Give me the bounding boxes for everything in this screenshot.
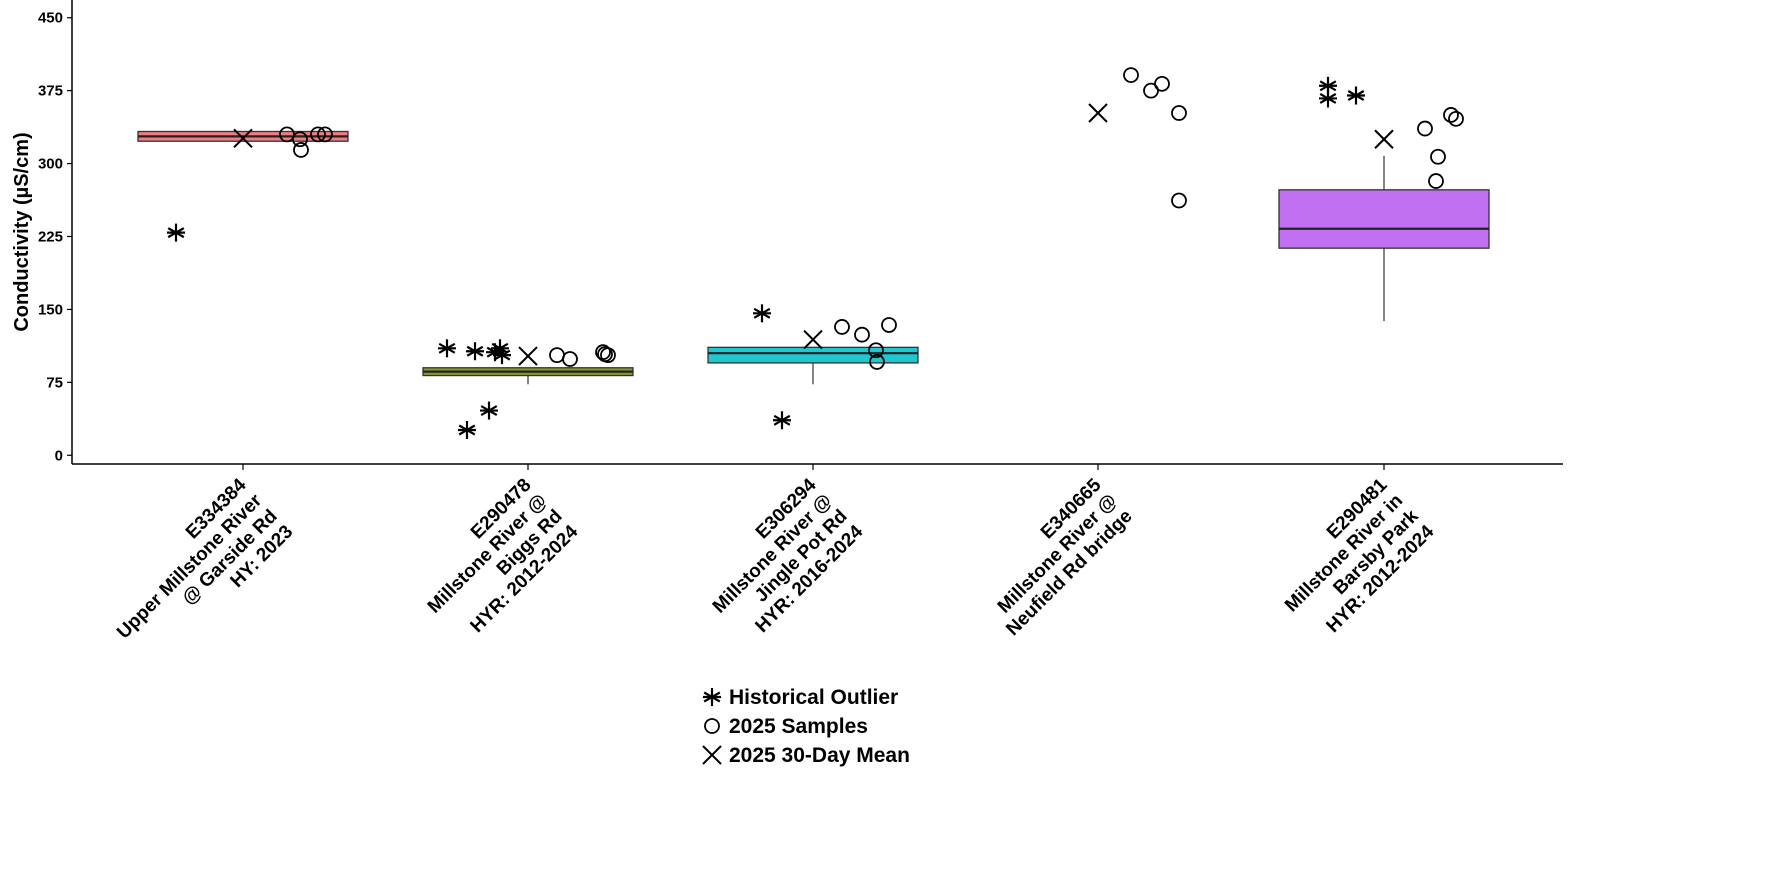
box — [707, 346, 919, 364]
y-tick-label: 450 — [38, 10, 63, 27]
legend-item: 2025 Samples — [704, 715, 868, 738]
sample-2025-point — [1171, 192, 1187, 209]
historical-outlier-point — [1319, 89, 1337, 108]
mean-30day-point — [233, 128, 253, 149]
y-tick-label: 375 — [38, 83, 63, 100]
historical-outlier-point — [167, 223, 185, 242]
y-tick-label: 150 — [38, 301, 63, 318]
historical-outlier-point — [458, 420, 476, 439]
legend: Historical Outlier 2025 Samples 2025 30-Da… — [702, 686, 910, 767]
mean-30day-point — [1374, 129, 1394, 149]
sample-2025-point — [1171, 105, 1187, 121]
cross-stroke — [702, 745, 722, 765]
legend-item: 2025 30-Day Mean — [702, 744, 910, 767]
sample-2025-point — [704, 718, 720, 734]
points — [167, 67, 1464, 439]
sample-2025-point — [1417, 120, 1433, 137]
cross-stroke — [1374, 129, 1394, 149]
historical-outlier-point — [753, 304, 771, 323]
historical-outlier-point — [480, 401, 498, 420]
sample-2025-point — [881, 317, 897, 333]
box-group — [422, 367, 634, 385]
category-label: E340665Millstone River @Neufield Rd brid… — [971, 474, 1137, 640]
sample-2025-point — [1154, 75, 1170, 92]
historical-outlier-point — [1347, 86, 1365, 105]
boxes — [137, 130, 1490, 385]
sample-2025-point — [317, 126, 333, 143]
y-tick-label: 300 — [38, 156, 63, 173]
sample-2025-point — [834, 319, 850, 335]
sample-2025-point — [1430, 148, 1446, 165]
sample-2025-point — [600, 347, 616, 364]
legend-label: Historical Outlier — [729, 686, 898, 709]
sample-2025-point — [293, 142, 309, 158]
sample-2025-point — [549, 347, 565, 364]
legend-label: 2025 Samples — [729, 715, 868, 738]
sample-2025-point — [1123, 67, 1139, 83]
sample-2025-point — [310, 126, 326, 143]
cross-stroke — [1088, 103, 1108, 123]
y-tick-label: 75 — [46, 374, 63, 391]
sample-2025-point — [562, 351, 578, 367]
historical-outlier-point — [703, 688, 721, 706]
category-label: E306294Millstone River @Jingle Pot RdHYR… — [693, 474, 867, 648]
mean-30day-point — [803, 329, 823, 350]
historical-outlier-point — [438, 339, 456, 358]
axes: 0 75 150 225 300 375 450 — [38, 0, 1563, 470]
cross-stroke — [803, 329, 823, 350]
legend-item: Historical Outlier — [703, 686, 898, 709]
sample-2025-point — [854, 326, 870, 343]
legend-label: 2025 30-Day Mean — [729, 744, 910, 767]
historical-outlier-point — [773, 411, 791, 430]
category-label: E290478Millstone River @Biggs RdHYR: 201… — [408, 474, 582, 648]
sample-2025-point — [1428, 173, 1444, 189]
historical-outlier-point — [466, 342, 484, 361]
sample-2025-point — [868, 342, 884, 359]
sample-2025-point — [1448, 110, 1464, 127]
mean-30day-point — [1088, 103, 1108, 123]
sample-2025-point — [869, 354, 885, 370]
box-group — [707, 346, 919, 385]
y-tick-label: 0 — [55, 447, 63, 464]
box-group — [1278, 155, 1490, 322]
mean-30day-point — [702, 745, 722, 765]
cross-stroke — [233, 128, 253, 149]
cross-stroke — [518, 346, 538, 366]
y-axis-title: Conductivity (µS/cm) — [11, 132, 33, 331]
category-label: E290481Millstone River inBarsby ParkHYR:… — [1265, 474, 1438, 647]
historical-outlier-point — [493, 346, 511, 365]
y-tick-label: 225 — [38, 229, 63, 246]
category-label: E334384Upper Millstone River@ Garside Rd… — [98, 474, 298, 674]
mean-30day-point — [518, 346, 538, 366]
sample-2025-point — [1443, 107, 1459, 123]
sample-2025-point — [292, 131, 308, 148]
box-group — [137, 130, 349, 142]
box — [1278, 189, 1490, 249]
category-labels: E334384Upper Millstone River@ Garside Rd… — [98, 474, 1438, 674]
